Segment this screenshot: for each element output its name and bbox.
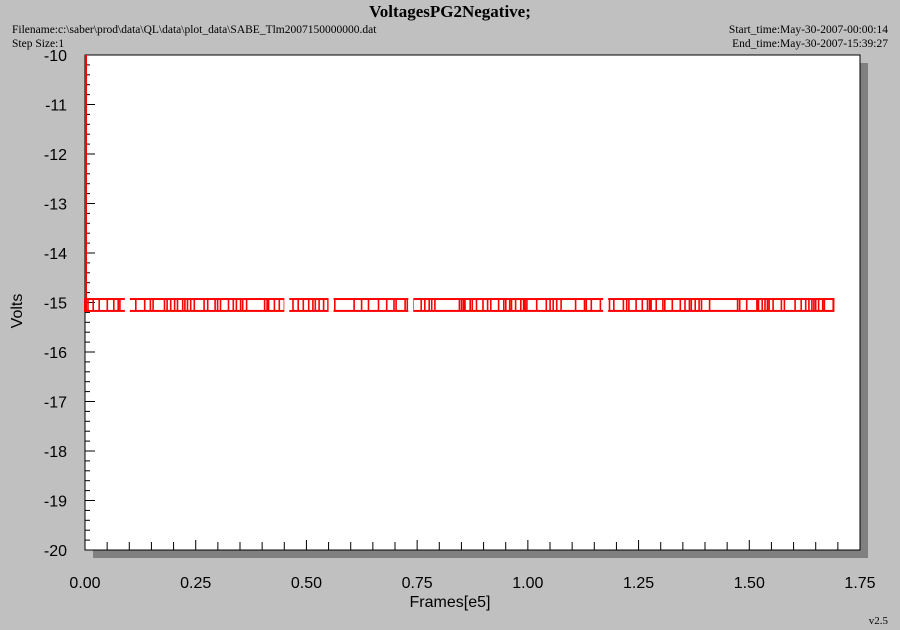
y-tick-label: -18 [44,444,67,461]
series-gap [408,298,414,312]
x-axis-label: Frames[e5] [409,594,491,611]
series-gap [328,298,334,312]
x-tick-label: 1.75 [844,575,875,592]
x-tick-label: 1.25 [623,575,654,592]
end-time-text: End_time:May-30-2007-15:39:27 [732,38,888,50]
y-tick-label: -10 [44,48,67,65]
y-tick-label: -12 [44,147,67,164]
series-gap [124,298,130,312]
y-tick-label: -11 [45,98,67,115]
step-size-text: Step Size:1 [12,38,65,50]
series-gap [284,298,290,312]
start-time-text: Start_time:May-30-2007-00:00:14 [728,24,888,36]
y-tick-label: -16 [44,345,67,362]
y-tick-label: -19 [44,494,67,511]
x-tick-label: 0.50 [291,575,322,592]
x-tick-label: 0.75 [402,575,433,592]
chart-title: VoltagesPG2Negative; [369,2,531,21]
version-text: v2.5 [868,615,888,627]
series-line [87,299,826,311]
x-tick-label: 1.50 [734,575,765,592]
x-tick-label: 1.00 [512,575,543,592]
series-gap [603,298,609,312]
y-tick-label: -17 [44,395,67,412]
y-tick-label: -13 [44,197,67,214]
y-tick-label: -14 [44,246,67,263]
x-tick-label: 0.25 [180,575,211,592]
x-tick-label: 0.00 [69,575,100,592]
filename-text: Filename:c:\saber\prod\data\QL\data\plot… [12,24,377,36]
y-tick-label: -20 [44,543,67,560]
y-tick-label: -15 [44,296,67,313]
y-axis-label: Volts [9,293,26,329]
